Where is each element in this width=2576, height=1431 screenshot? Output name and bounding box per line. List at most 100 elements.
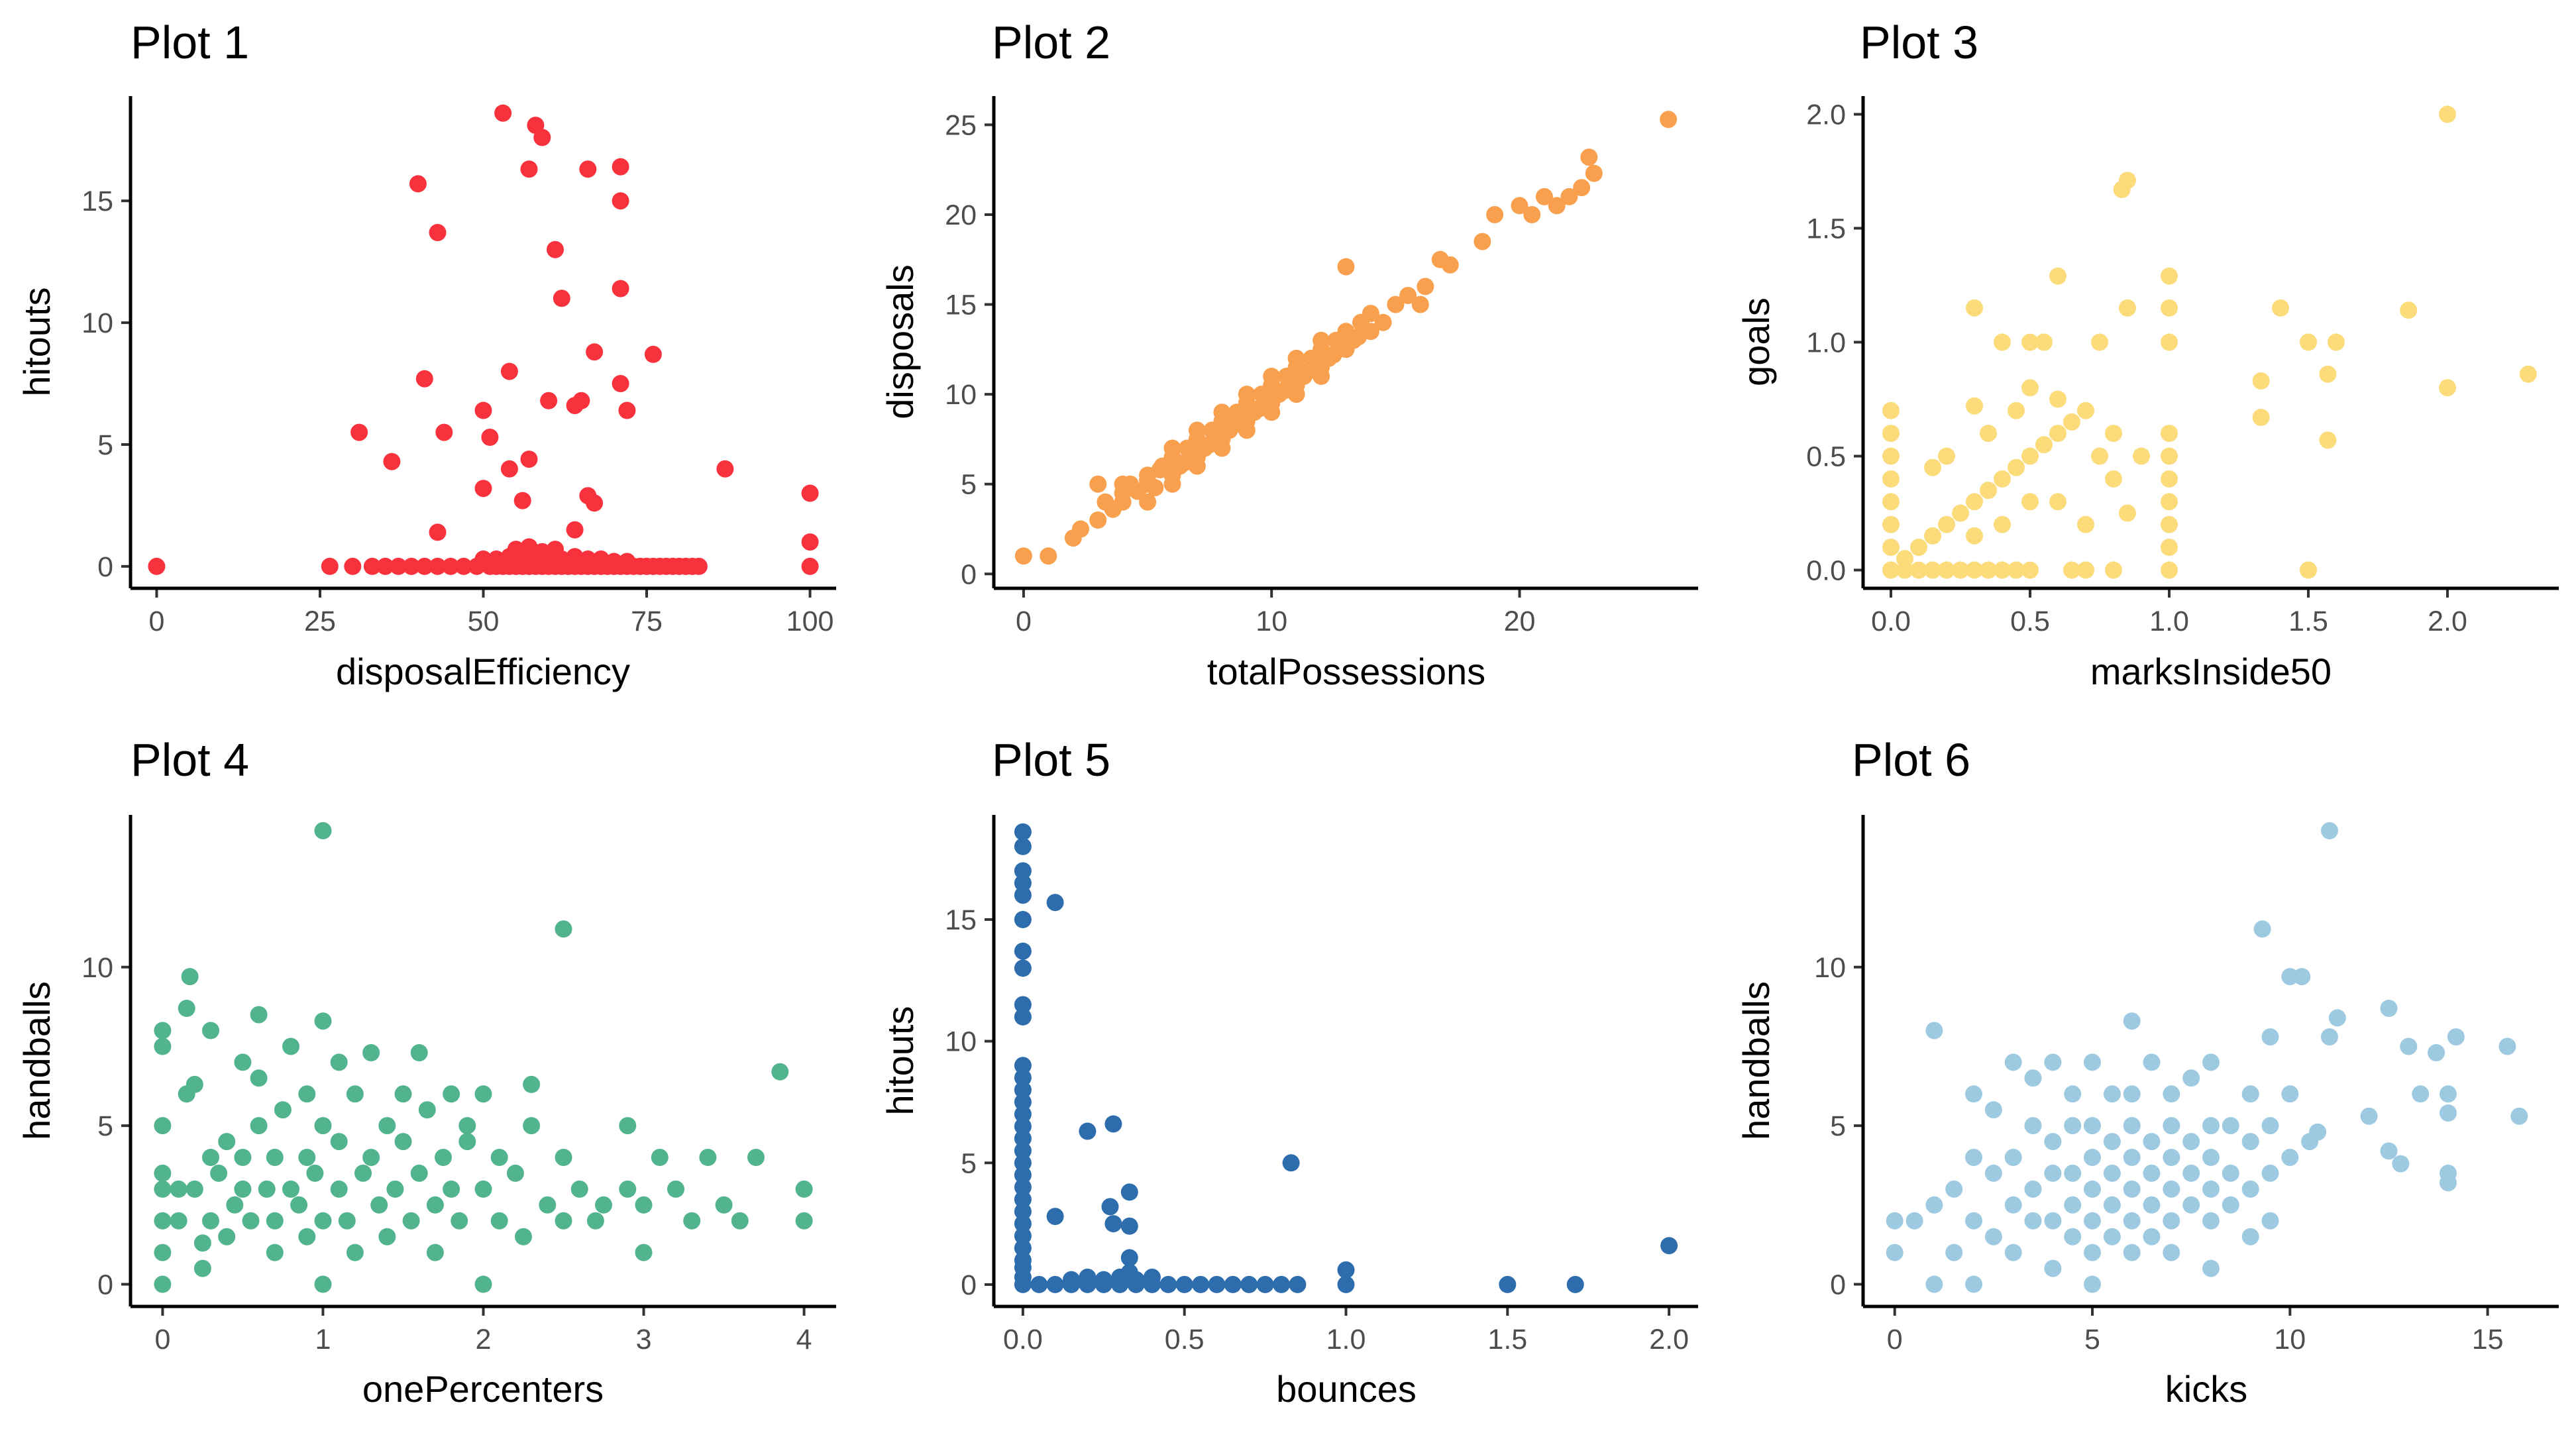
data-point [330,1180,348,1198]
x-tick-label: 0.5 [2010,606,2050,637]
data-point [1256,1275,1274,1293]
data-point [2281,968,2299,986]
data-point [667,1180,684,1198]
data-point [1014,1008,1032,1026]
data-point [1014,1141,1032,1159]
y-axis-label: disposals [879,264,921,419]
data-point [1208,1275,1226,1293]
data-point [2300,561,2317,579]
data-point [1079,1122,1097,1140]
data-point [2222,1117,2239,1135]
data-point [429,557,447,575]
data-point [1337,1275,1355,1293]
data-point [154,1117,172,1135]
data-point [2123,1180,2141,1198]
data-point [1014,862,1032,880]
data-point [523,1117,541,1135]
data-point [2123,1085,2141,1103]
x-axis-label: totalPossessions [1207,651,1485,692]
data-point [1511,197,1529,215]
data-point [435,423,453,441]
x-tick-label: 0 [154,1324,170,1355]
y-tick-label: 25 [945,109,977,141]
data-point [2241,1180,2259,1198]
data-point [2119,504,2136,522]
data-point [523,1075,541,1093]
data-point [298,1228,316,1246]
data-point [1014,1179,1032,1196]
data-point [618,553,636,570]
data-point [2133,447,2150,465]
data-point [1014,1166,1032,1184]
data-point [250,1069,268,1087]
data-point [1994,561,2011,579]
data-point [415,557,433,575]
data-point [1886,1212,1904,1230]
data-point [2202,1259,2220,1277]
data-point [338,1212,356,1230]
y-tick-label: 20 [945,199,977,231]
data-point [1224,1275,1242,1293]
data-point [2161,299,2178,317]
data-point [566,521,584,539]
data-point [218,1228,236,1246]
data-point [1938,515,1955,533]
data-point [1139,493,1157,511]
data-point [1014,547,1032,565]
data-point [1030,1275,1048,1293]
data-point [282,1037,299,1055]
data-point [1014,911,1032,928]
data-point [500,460,518,478]
data-point [1014,1239,1032,1257]
data-point [1924,458,1941,476]
data-point [2321,822,2338,839]
data-point [2439,105,2456,123]
data-point [2105,425,2122,443]
data-point [1014,1081,1032,1099]
data-point [1240,1275,1258,1293]
x-axis-label: disposalEfficiency [336,651,630,692]
data-point [2319,431,2337,449]
data-point [635,1244,653,1261]
data-point [699,1149,717,1166]
data-point [1014,1215,1032,1233]
data-point [2161,267,2178,285]
data-point [520,450,538,468]
data-point [1994,515,2011,533]
data-point [474,1180,492,1198]
data-point [2281,1149,2299,1166]
data-point [426,1196,444,1214]
plot-title: Plot 1 [131,17,249,68]
data-point [415,370,433,388]
data-point [1965,1275,1982,1293]
x-tick-label: 25 [304,606,336,637]
data-point [354,1164,372,1182]
data-point [1499,1275,1517,1293]
data-point [1548,197,1566,215]
data-point [2123,1117,2141,1135]
data-point [2064,1117,2082,1135]
y-tick-label: 1.0 [1806,327,1846,359]
x-tick-label: 1.0 [1326,1324,1366,1355]
data-point [1046,894,1064,912]
data-point [2300,333,2317,351]
data-point [1966,561,1983,579]
data-point [555,920,572,938]
data-point [1072,520,1089,538]
plot-1: Plot 1 0 25 50 75 100 0 5 10 15 disposalEfficien… [16,17,836,692]
data-point [378,1228,396,1246]
plot-title: Plot 5 [992,734,1110,786]
data-point [1014,1227,1032,1245]
data-point [2163,1085,2180,1103]
data-point [321,557,339,575]
data-point [154,1037,172,1055]
data-point [2044,1164,2062,1182]
data-point [2202,1053,2220,1071]
data-point [266,1212,284,1230]
data-point [154,1275,172,1293]
data-point [2077,515,2094,533]
data-point [282,1180,299,1198]
data-point [2044,1133,2062,1151]
data-point [2222,1164,2239,1182]
